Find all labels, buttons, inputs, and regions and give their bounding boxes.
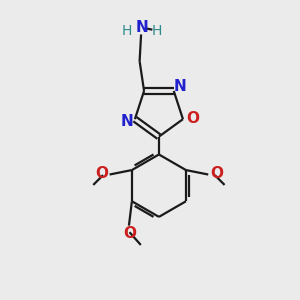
Text: N: N	[174, 79, 187, 94]
Text: H: H	[122, 24, 132, 38]
Text: H: H	[152, 24, 162, 38]
Text: O: O	[186, 111, 199, 126]
Text: N: N	[121, 114, 134, 129]
Text: O: O	[210, 167, 223, 182]
Text: O: O	[95, 167, 108, 182]
Text: O: O	[123, 226, 136, 242]
Text: N: N	[135, 20, 148, 35]
